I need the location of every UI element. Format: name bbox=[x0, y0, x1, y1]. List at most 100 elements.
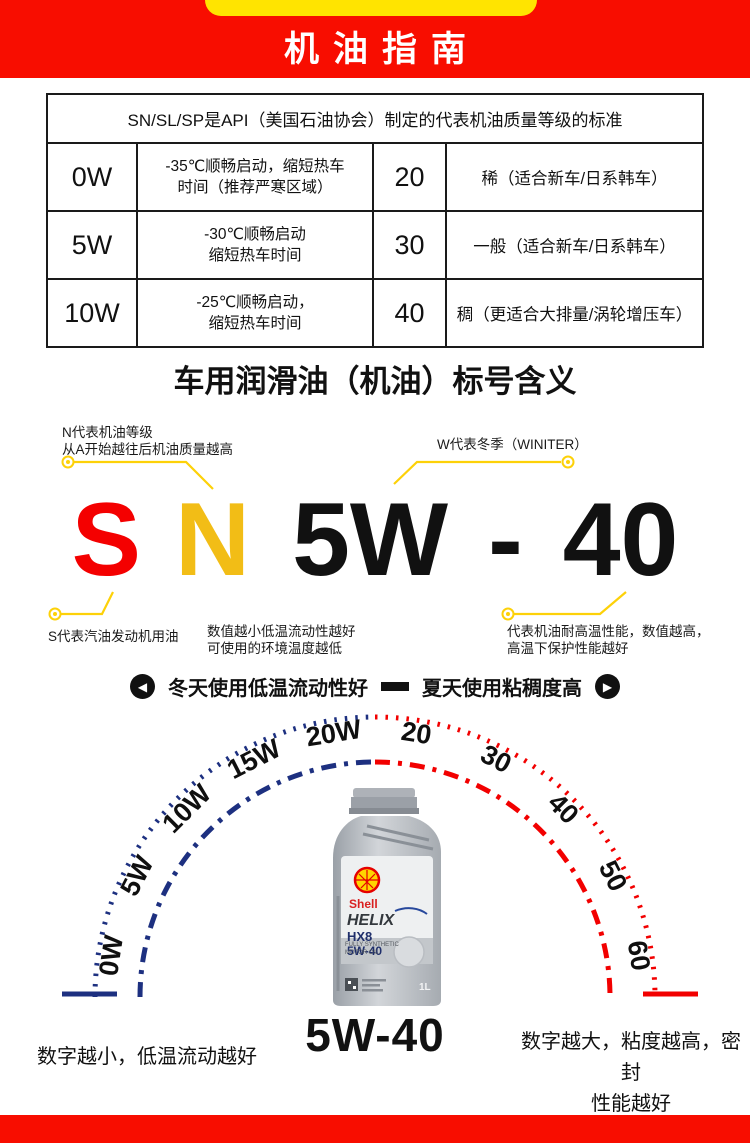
bottle-brand: Shell bbox=[349, 897, 378, 911]
connector-line bbox=[393, 460, 561, 485]
desc-line: 缩短热车时间 bbox=[208, 315, 302, 332]
connector-dot-core bbox=[53, 612, 57, 616]
label-fineprint bbox=[362, 989, 383, 992]
desc-line: -35℃顺畅启动，缩短热车 bbox=[165, 158, 345, 175]
dial-label: 5W bbox=[114, 851, 159, 901]
summer-grade-cell: 40 bbox=[372, 280, 445, 346]
oil-grade-code: S N 5W - 40 bbox=[0, 488, 750, 592]
header-band: 机油指南 bbox=[0, 0, 750, 78]
connector-dot-core bbox=[506, 612, 510, 616]
grade-summer: 40 bbox=[562, 482, 679, 598]
bottle-type-line: FULLY SYNTHETIC bbox=[345, 942, 399, 948]
callout-high-temp: 代表机油耐高温性能，数值越高， 高温下保护性能越好 bbox=[507, 623, 710, 657]
dial-label: 50 bbox=[593, 856, 633, 896]
dial-label: 20W bbox=[304, 714, 364, 752]
page-title: 机油指南 bbox=[283, 30, 480, 69]
winter-grade-cell: 5W bbox=[71, 229, 113, 260]
shell-logo-icon bbox=[353, 866, 381, 894]
callout-line: 从A开始越往后机油质量越高 bbox=[62, 442, 234, 457]
connector-dot-core bbox=[66, 460, 70, 464]
header-yellow-tab bbox=[205, 0, 537, 16]
viscosity-cell: 一般（适合新车/日系韩车） bbox=[445, 212, 702, 278]
connector-dot bbox=[561, 455, 575, 469]
bottle-product: HELIX bbox=[347, 912, 395, 929]
callout-line: 数值越小低温流动性越好 bbox=[207, 624, 356, 639]
divider-bar bbox=[381, 682, 409, 691]
connector-dot-core bbox=[566, 460, 570, 464]
callout-line: 代表机油耐高温性能，数值越高， bbox=[507, 624, 710, 639]
connector-dot bbox=[61, 455, 75, 469]
callout-oil-quality: N代表机油等级 从A开始越往后机油质量越高 bbox=[62, 424, 233, 458]
bottle-cap-ring bbox=[349, 808, 419, 814]
desc-line: -25℃顺畅启动， bbox=[196, 294, 314, 311]
winter-desc-cell: -30℃顺畅启动 缩短热车时间 bbox=[136, 212, 372, 278]
dial-label: 15W bbox=[222, 733, 286, 785]
callout-line: N代表机油等级 bbox=[62, 425, 153, 440]
dial-label: 0W bbox=[93, 933, 129, 978]
oil-grade-table: SN/SL/SP是API（美国石油协会）制定的代表机油质量等级的标准 0W -3… bbox=[46, 93, 704, 348]
summer-band-label: 夏天使用粘稠度高 bbox=[422, 678, 582, 700]
bottle-type-line: MOTOR OIL bbox=[345, 950, 379, 956]
footer-band bbox=[0, 1115, 750, 1143]
bottle-model: HX8 bbox=[347, 929, 372, 944]
callout-winter: W代表冬季（WINITER） bbox=[437, 437, 588, 452]
right-arrow-icon: ▶ bbox=[595, 674, 620, 699]
table-row: 5W -30℃顺畅启动 缩短热车时间 30 一般（适合新车/日系韩车） bbox=[48, 210, 702, 278]
winter-grade-cell: 0W bbox=[71, 161, 113, 192]
desc-line: 时间（推荐严寒区域） bbox=[177, 179, 333, 196]
bottle-volume: 1L bbox=[419, 982, 431, 993]
grade-letter-n: N bbox=[174, 482, 251, 598]
dial-label: 40 bbox=[542, 787, 584, 829]
note-line: 数字越大，粘度越高，密封 bbox=[521, 1031, 741, 1084]
label-fineprint bbox=[362, 979, 386, 982]
bottle-shoulder-grooves bbox=[362, 824, 434, 851]
grade-letter-s: S bbox=[71, 482, 141, 598]
qr-code bbox=[345, 978, 358, 991]
bottle-swoosh bbox=[394, 907, 428, 915]
viscosity-cell: 稀（适合新车/日系韩车） bbox=[445, 144, 702, 210]
season-arrow-band: ◀ 冬天使用低温流动性好 夏天使用粘稠度高 ▶ bbox=[0, 672, 750, 701]
winter-grade-cell: 10W bbox=[64, 297, 120, 328]
dial-label: 30 bbox=[476, 739, 516, 779]
callout-gasoline-engine: S代表汽油发动机用油 bbox=[48, 629, 179, 644]
table-header: SN/SL/SP是API（美国石油协会）制定的代表机油质量等级的标准 bbox=[48, 95, 702, 144]
low-number-note: 数字越小，低温流动越好 bbox=[37, 1046, 257, 1068]
dial-label: 60 bbox=[622, 938, 656, 972]
viscosity-cell: 稠（更适合大排量/涡轮增压车） bbox=[445, 280, 702, 346]
grade-winter: 5W bbox=[292, 482, 449, 598]
connector-dot bbox=[501, 607, 515, 621]
desc-line: -30℃顺畅启动 bbox=[204, 226, 306, 243]
callout-line: 可使用的环境温度越低 bbox=[207, 641, 342, 656]
dial-outer-arc-blue bbox=[92, 714, 376, 998]
callout-line: 高温下保护性能越好 bbox=[507, 641, 629, 656]
winter-band-label: 冬天使用低温流动性好 bbox=[168, 678, 368, 700]
summer-grade-cell: 20 bbox=[372, 144, 445, 210]
winter-desc-cell: -35℃顺畅启动，缩短热车 时间（推荐严寒区域） bbox=[136, 144, 372, 210]
dial-label: 20 bbox=[399, 716, 433, 750]
bottom-grade-label: 5W-40 bbox=[305, 1009, 445, 1061]
label-fineprint bbox=[362, 984, 380, 987]
dial-inner-arc-blue bbox=[137, 759, 376, 998]
desc-line: 缩短热车时间 bbox=[208, 247, 302, 264]
table-row: 0W -35℃顺畅启动，缩短热车 时间（推荐严寒区域） 20 稀（适合新车/日系… bbox=[48, 144, 702, 210]
note-line: 性能越好 bbox=[591, 1093, 671, 1115]
bottle-grade: 5W-40 bbox=[347, 944, 382, 958]
dial-outer-arc-red bbox=[374, 714, 658, 998]
bottle-cap-lower bbox=[351, 797, 417, 809]
dial-inner-arc-red bbox=[374, 759, 613, 998]
summer-grade-cell: 30 bbox=[372, 212, 445, 278]
callout-low-temp: 数值越小低温流动性越好 可使用的环境温度越低 bbox=[207, 623, 356, 657]
bottle-emblem bbox=[393, 936, 425, 968]
viscosity-dial: 0W 5W 10W 15W 20W 20 30 40 50 60 bbox=[62, 714, 698, 998]
qr-dot bbox=[353, 986, 356, 989]
left-arrow-icon: ◀ bbox=[130, 674, 155, 699]
winter-desc-cell: -25℃顺畅启动， 缩短热车时间 bbox=[136, 280, 372, 346]
section-title: 车用润滑油（机油）标号含义 bbox=[173, 364, 577, 399]
product-image: Shell HELIX HX8 5W-40 FULLY SYNTHETIC MO… bbox=[333, 788, 441, 1006]
connector-dot bbox=[48, 607, 62, 621]
bottle-cap bbox=[353, 788, 415, 798]
grade-dash: - bbox=[488, 482, 523, 598]
qr-dot bbox=[348, 981, 351, 984]
high-number-note: 数字越大，粘度越高，密封 性能越好 bbox=[517, 1027, 745, 1120]
